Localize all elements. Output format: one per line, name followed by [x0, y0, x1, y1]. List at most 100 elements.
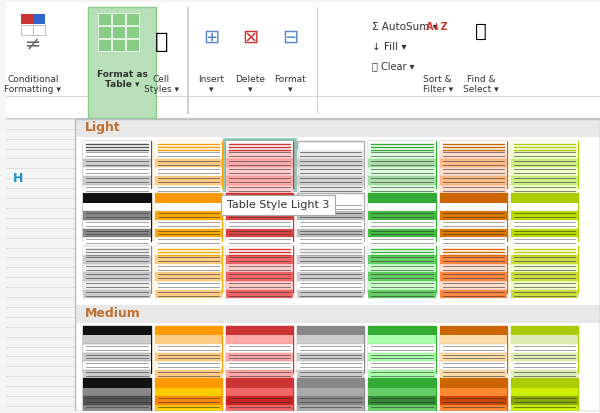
Bar [83, 220, 151, 228]
Bar [226, 344, 293, 353]
Bar [427, 17, 449, 37]
Bar [297, 141, 364, 188]
Bar [155, 353, 222, 361]
Bar [297, 211, 364, 220]
Bar [83, 370, 151, 378]
Bar [440, 405, 507, 413]
Bar [226, 378, 293, 388]
Bar [6, 177, 600, 178]
Bar [226, 326, 293, 335]
Bar [155, 150, 222, 159]
Bar [297, 176, 364, 185]
Bar [126, 39, 139, 51]
Bar [155, 237, 222, 246]
Bar [83, 211, 151, 220]
Bar [511, 326, 578, 335]
Text: Conditional: Conditional [7, 75, 59, 84]
Bar [368, 220, 436, 228]
Bar [6, 207, 600, 208]
Bar [155, 405, 222, 413]
Bar [440, 264, 507, 272]
Bar [440, 353, 507, 361]
Bar [297, 193, 364, 241]
Bar [297, 370, 364, 378]
Bar [511, 150, 578, 159]
Bar [511, 246, 578, 293]
Bar [297, 220, 364, 228]
Bar [511, 405, 578, 413]
Bar [368, 246, 436, 255]
Bar [83, 326, 151, 373]
Bar [112, 26, 125, 38]
Bar [368, 378, 436, 413]
Bar [297, 246, 364, 293]
Bar [511, 141, 578, 150]
Text: Table ▾: Table ▾ [104, 80, 139, 89]
Text: Cell: Cell [153, 75, 170, 84]
Bar [440, 203, 507, 211]
Text: ⊠: ⊠ [242, 27, 259, 46]
Bar [6, 227, 600, 228]
Bar [368, 264, 436, 272]
Text: ⊟: ⊟ [282, 27, 298, 46]
Bar [6, 2, 600, 119]
Bar [83, 246, 151, 255]
Bar [440, 237, 507, 246]
Bar [368, 290, 436, 298]
Bar [297, 378, 364, 413]
Text: Select ▾: Select ▾ [463, 85, 499, 94]
Bar [126, 13, 139, 25]
Bar [6, 316, 600, 317]
Bar [6, 167, 600, 168]
Bar [226, 193, 293, 241]
Bar [297, 264, 364, 272]
Bar [76, 119, 600, 137]
Bar [511, 255, 578, 264]
Bar [297, 361, 364, 370]
Bar [155, 378, 222, 388]
Bar [440, 246, 507, 293]
Bar [187, 7, 189, 114]
Bar [226, 281, 293, 290]
Bar [440, 396, 507, 405]
Bar [155, 211, 222, 220]
Bar [83, 203, 151, 211]
Bar [440, 141, 507, 188]
Bar [6, 118, 76, 413]
Bar [511, 211, 578, 220]
Bar [297, 150, 364, 159]
Bar [83, 281, 151, 290]
Text: Light: Light [85, 121, 121, 134]
Bar [440, 326, 507, 373]
Bar [155, 388, 222, 396]
Bar [6, 266, 600, 267]
Bar [511, 378, 578, 413]
Bar [155, 185, 222, 193]
Bar [226, 255, 293, 264]
Bar [440, 220, 507, 228]
Bar [226, 246, 293, 255]
Text: ⊞: ⊞ [203, 27, 219, 46]
Text: Styles ▾: Styles ▾ [144, 85, 179, 94]
Bar [76, 305, 600, 323]
Bar [440, 211, 507, 220]
Bar [368, 281, 436, 290]
Bar [83, 228, 151, 237]
Bar [297, 159, 364, 167]
Bar [368, 176, 436, 185]
Bar [368, 378, 436, 388]
Bar [33, 14, 45, 24]
Bar [33, 25, 45, 35]
Bar [368, 193, 436, 241]
Bar [155, 396, 222, 405]
Bar [226, 405, 293, 413]
Bar [440, 193, 507, 241]
Bar [440, 344, 507, 353]
Bar [368, 150, 436, 159]
Bar [297, 344, 364, 353]
Bar [155, 220, 222, 228]
Bar [6, 306, 600, 307]
Bar [368, 361, 436, 370]
Bar [440, 193, 507, 203]
Bar [440, 326, 507, 335]
